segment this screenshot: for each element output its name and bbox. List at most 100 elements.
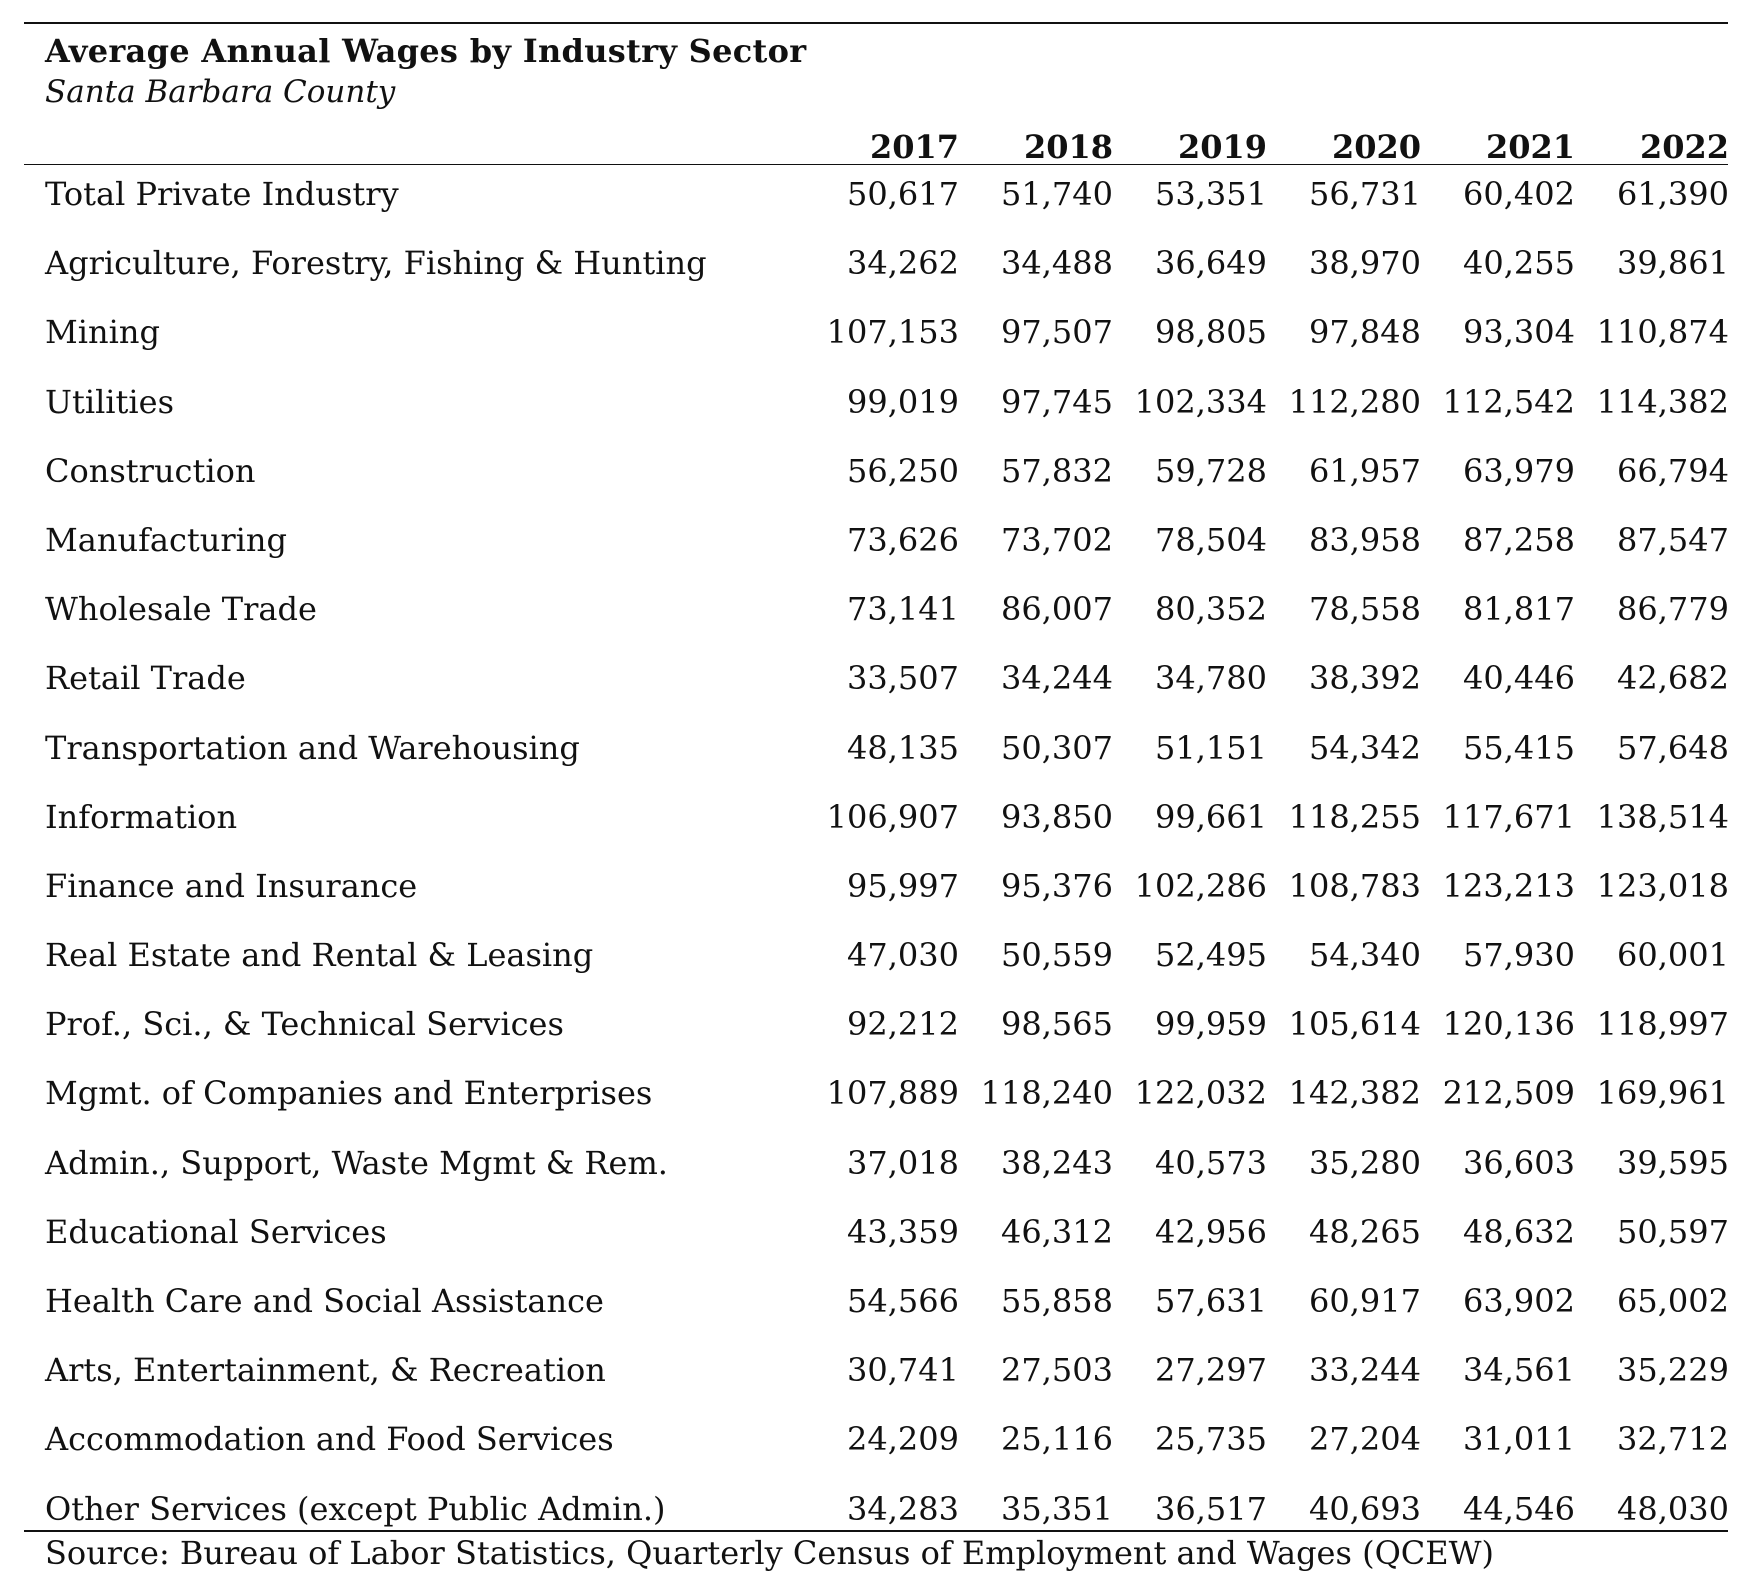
table-body: Total Private Industry 50,617 51,740 53,351…	[24, 165, 1729, 1549]
wage-cell: 81,817	[1463, 590, 1575, 629]
wage-cell: 54,566	[847, 1282, 959, 1320]
table-row: Prof., Sci., & Technical Services 92,212 9…	[24, 995, 1729, 1064]
table-subtitle: Santa Barbara County	[45, 74, 396, 110]
wage-cell: 42,956	[1155, 1212, 1267, 1251]
top-rule	[24, 22, 1728, 24]
table-title: Average Annual Wages by Industry Sector	[45, 32, 807, 70]
wage-cell: 34,488	[1001, 244, 1113, 283]
table-row: Information 106,907 93,850 99,661 118,255 117…	[24, 788, 1729, 857]
wage-cell: 35,280	[1309, 1143, 1421, 1182]
wage-cell: 97,745	[1001, 382, 1113, 421]
wage-cell: 97,848	[1309, 313, 1421, 352]
wage-cell: 98,805	[1155, 313, 1267, 352]
wage-cell: 34,244	[1001, 659, 1113, 698]
wage-cell: 60,402	[1463, 175, 1575, 213]
wage-cell: 110,874	[1596, 313, 1729, 352]
wage-cell: 114,382	[1596, 382, 1729, 421]
wage-cell: 35,351	[1001, 1489, 1113, 1528]
wage-cell: 47,030	[847, 936, 959, 975]
header-rule	[24, 164, 1728, 165]
wage-cell: 33,244	[1309, 1351, 1421, 1390]
year-header-row: 2017 2018 2019 2020 2021 2022	[24, 114, 1729, 166]
wage-cell: 34,561	[1463, 1351, 1575, 1390]
wage-cell: 25,735	[1155, 1420, 1267, 1459]
wage-cell: 27,503	[1001, 1351, 1113, 1390]
wage-cell: 55,415	[1463, 728, 1575, 767]
wage-cell: 138,514	[1596, 797, 1729, 836]
wage-cell: 42,682	[1617, 659, 1729, 698]
table-row: Agriculture, Forestry, Fishing & Hunting…	[24, 234, 1729, 303]
table-row: Accommodation and Food Services 24,209 25,…	[24, 1410, 1729, 1479]
wage-cell: 73,702	[1001, 520, 1113, 559]
wage-cell: 87,547	[1617, 520, 1729, 559]
wage-cell: 24,209	[847, 1420, 959, 1459]
table-row: Manufacturing 73,626 73,702 78,504 83,958 87,…	[24, 511, 1729, 580]
wage-cell: 78,504	[1155, 520, 1267, 559]
wage-cell: 86,779	[1617, 590, 1729, 629]
wage-cell: 73,626	[847, 520, 959, 559]
row-label: Real Estate and Rental & Leasing	[45, 936, 594, 975]
wage-cell: 39,595	[1617, 1143, 1729, 1182]
wage-cell: 43,359	[847, 1212, 959, 1251]
table-row: Admin., Support, Waste Mgmt & Rem. 37,018…	[24, 1134, 1729, 1203]
wage-cell: 50,597	[1617, 1212, 1729, 1251]
table-row: Mgmt. of Companies and Enterprises 107,88…	[24, 1064, 1729, 1133]
row-label: Mgmt. of Companies and Enterprises	[45, 1074, 653, 1113]
row-label: Educational Services	[45, 1212, 387, 1251]
wage-cell: 25,116	[1001, 1420, 1113, 1459]
wage-cell: 57,631	[1155, 1282, 1267, 1320]
row-label: Prof., Sci., & Technical Services	[45, 1005, 564, 1044]
wage-cell: 63,979	[1463, 451, 1575, 490]
table-row: Other Services (except Public Admin.) 34,…	[24, 1480, 1729, 1549]
row-label: Manufacturing	[45, 520, 287, 559]
table-row: Educational Services 43,359 46,312 42,956 48…	[24, 1203, 1729, 1272]
wage-cell: 39,861	[1617, 244, 1729, 283]
wage-cell: 142,382	[1288, 1074, 1421, 1113]
row-label: Transportation and Warehousing	[45, 728, 580, 767]
wage-cell: 99,019	[847, 382, 959, 421]
wage-cell: 38,392	[1309, 659, 1421, 698]
wage-cell: 48,265	[1309, 1212, 1421, 1251]
row-label: Other Services (except Public Admin.)	[45, 1489, 666, 1528]
table-row: Health Care and Social Assistance 54,566 5…	[24, 1272, 1729, 1341]
wage-cell: 60,917	[1309, 1282, 1421, 1320]
wage-cell: 31,011	[1463, 1420, 1575, 1459]
wage-cell: 36,649	[1155, 244, 1267, 283]
wage-cell: 99,661	[1155, 797, 1267, 836]
wage-cell: 112,280	[1288, 382, 1421, 421]
row-label: Admin., Support, Waste Mgmt & Rem.	[45, 1143, 668, 1182]
wage-cell: 106,907	[826, 797, 959, 836]
table-row: Wholesale Trade 73,141 86,007 80,352 78,558 8…	[24, 580, 1729, 649]
wage-cell: 60,001	[1617, 936, 1729, 975]
wage-cell: 56,731	[1309, 175, 1421, 213]
wage-cell: 46,312	[1001, 1212, 1113, 1251]
wage-cell: 123,018	[1596, 866, 1729, 905]
wage-cell: 92,212	[847, 1005, 959, 1044]
wage-cell: 50,559	[1001, 936, 1113, 975]
row-label: Retail Trade	[45, 659, 246, 698]
wage-cell: 57,930	[1463, 936, 1575, 975]
wage-cell: 34,780	[1155, 659, 1267, 698]
table-row: Arts, Entertainment, & Recreation 30,741 2…	[24, 1341, 1729, 1410]
wage-cell: 118,240	[980, 1074, 1113, 1113]
wage-cell: 63,902	[1463, 1282, 1575, 1320]
wage-cell: 118,255	[1288, 797, 1421, 836]
wage-cell: 51,151	[1155, 728, 1267, 767]
row-label: Agriculture, Forestry, Fishing & Hunting	[45, 244, 707, 283]
wage-cell: 122,032	[1134, 1074, 1267, 1113]
year-header: 2017	[869, 128, 959, 166]
wage-cell: 66,794	[1617, 451, 1729, 490]
wage-cell: 117,671	[1442, 797, 1575, 836]
wage-cell: 212,509	[1442, 1074, 1575, 1113]
wage-cell: 123,213	[1442, 866, 1575, 905]
wage-cell: 34,262	[847, 244, 959, 283]
wage-cell: 120,136	[1442, 1005, 1575, 1044]
row-label: Total Private Industry	[45, 175, 399, 213]
wage-cell: 112,542	[1442, 382, 1575, 421]
wage-cell: 87,258	[1463, 520, 1575, 559]
wage-cell: 40,446	[1463, 659, 1575, 698]
wage-cell: 36,603	[1463, 1143, 1575, 1182]
wage-cell: 169,961	[1596, 1074, 1729, 1113]
row-label: Utilities	[45, 382, 174, 421]
wage-cell: 95,376	[1001, 866, 1113, 905]
